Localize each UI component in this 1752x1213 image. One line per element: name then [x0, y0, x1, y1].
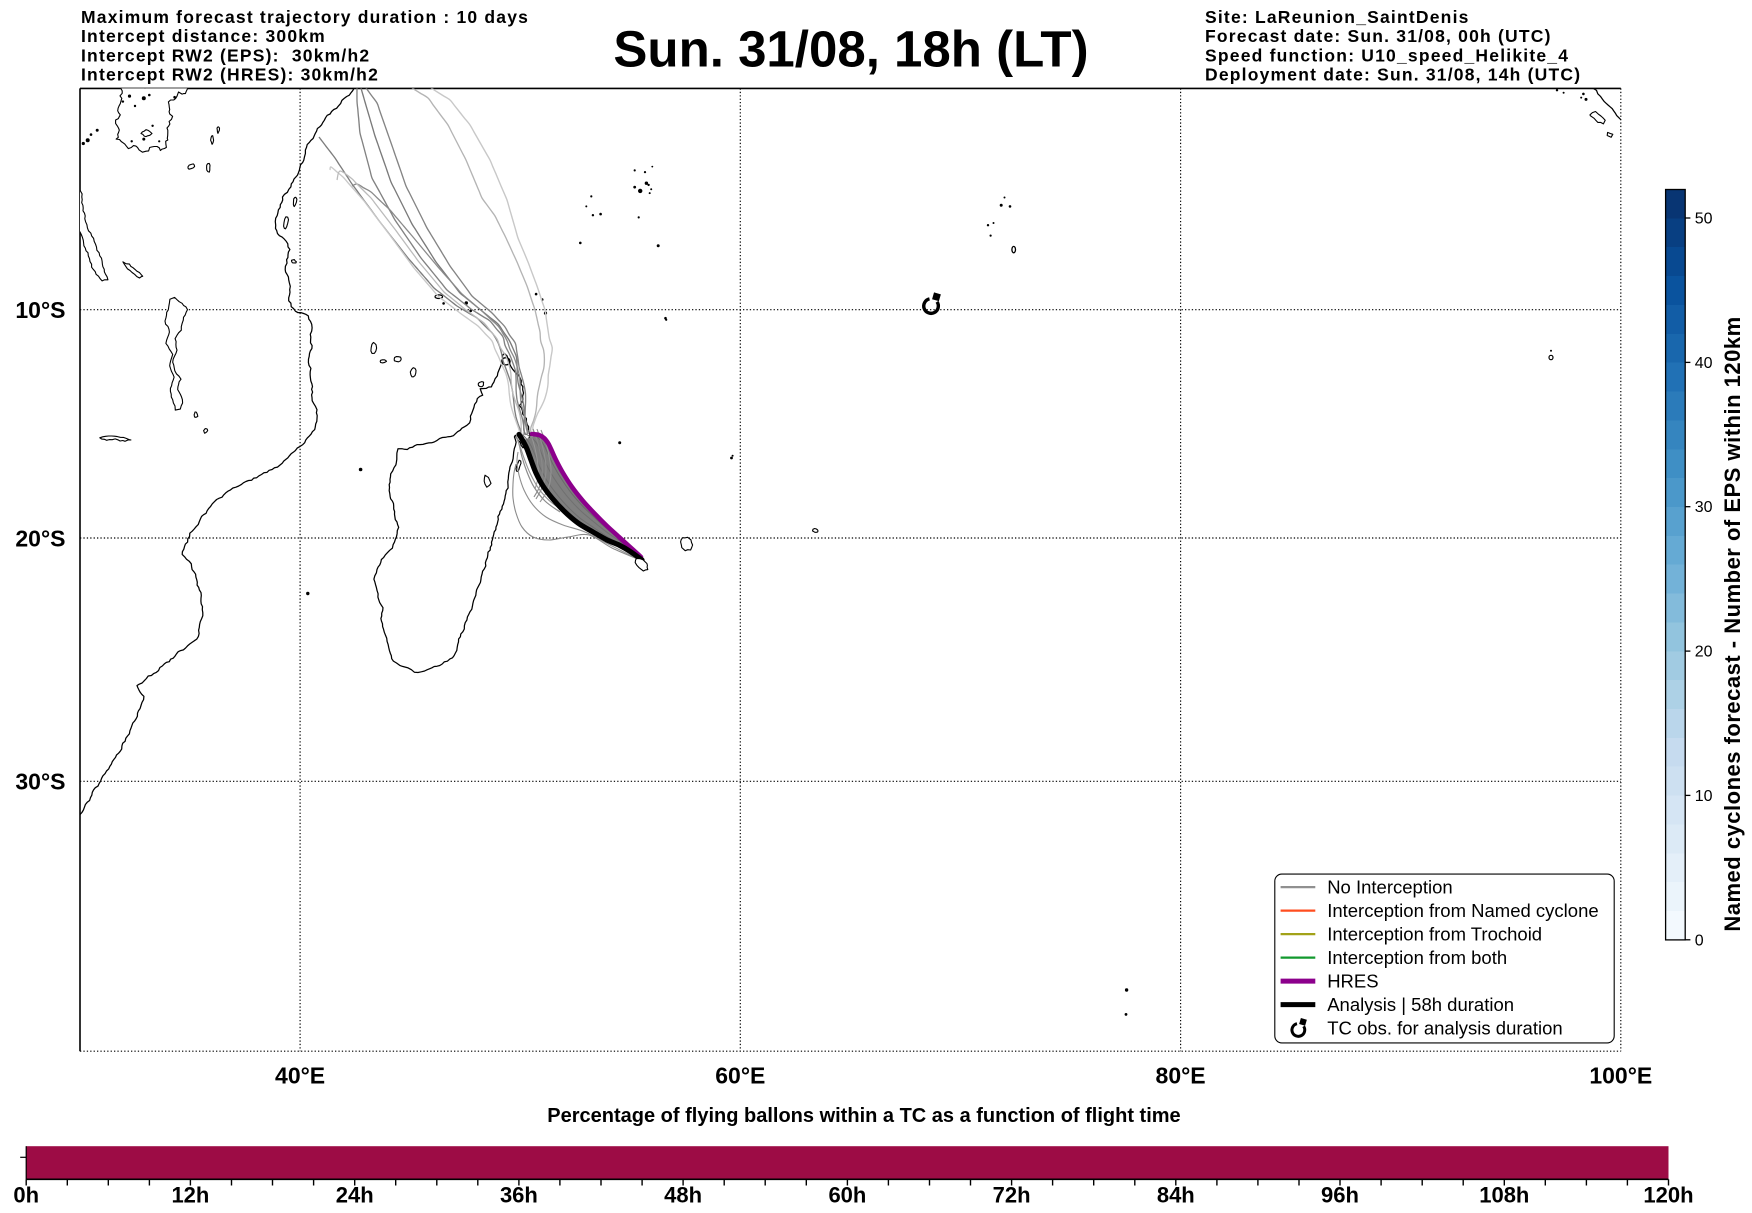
svg-text:12h: 12h: [171, 1183, 209, 1208]
svg-text:Speed function: U10_speed_Heli: Speed function: U10_speed_Helikite_4: [1205, 45, 1569, 65]
svg-text:Maximum forecast trajectory du: Maximum forecast trajectory duration : 1…: [81, 7, 529, 27]
svg-text:Percentage of flying ballons w: Percentage of flying ballons within a TC…: [547, 1105, 1180, 1127]
svg-text:80°E: 80°E: [1156, 1062, 1206, 1088]
svg-text:Sun. 31/08, 18h (LT): Sun. 31/08, 18h (LT): [613, 21, 1088, 78]
svg-text:60h: 60h: [828, 1183, 866, 1208]
svg-text:108h: 108h: [1479, 1183, 1529, 1208]
svg-text:Interception from Named cyclon: Interception from Named cyclone: [1327, 900, 1598, 921]
svg-text:No Interception: No Interception: [1327, 877, 1452, 898]
svg-text:96h: 96h: [1321, 1183, 1359, 1208]
svg-text:30: 30: [1695, 499, 1713, 516]
svg-text:40°E: 40°E: [275, 1062, 325, 1088]
svg-text:50: 50: [1695, 211, 1713, 228]
svg-text:72h: 72h: [993, 1183, 1031, 1208]
svg-text:10°S: 10°S: [15, 297, 65, 323]
svg-text:20°S: 20°S: [15, 525, 65, 551]
svg-text:40: 40: [1695, 355, 1713, 372]
svg-text:60°E: 60°E: [715, 1062, 765, 1088]
svg-text:36h: 36h: [500, 1183, 538, 1208]
svg-text:84h: 84h: [1157, 1183, 1195, 1208]
svg-text:Intercept RW2 (HRES): 30km/h2: Intercept RW2 (HRES): 30km/h2: [81, 65, 379, 85]
svg-text:0: 0: [1695, 932, 1704, 949]
svg-text:100°E: 100°E: [1589, 1062, 1652, 1088]
svg-text:0h: 0h: [13, 1183, 39, 1208]
svg-text:Named cyclones forecast - Numb: Named cyclones forecast - Number of EPS …: [1720, 316, 1745, 931]
svg-text:Deployment date: Sun. 31/08, 1: Deployment date: Sun. 31/08, 14h (UTC): [1205, 65, 1581, 85]
svg-text:24h: 24h: [336, 1183, 374, 1208]
svg-text:Forecast date: Sun. 31/08, 00h: Forecast date: Sun. 31/08, 00h (UTC): [1205, 26, 1552, 46]
svg-text:20: 20: [1695, 644, 1713, 661]
svg-text:30°S: 30°S: [15, 769, 65, 795]
svg-text:Intercept distance: 300km: Intercept distance: 300km: [81, 26, 326, 46]
svg-text:Interception from Trochoid: Interception from Trochoid: [1327, 924, 1542, 945]
svg-text:10: 10: [1695, 788, 1713, 805]
svg-text:Analysis | 58h duration: Analysis | 58h duration: [1327, 994, 1514, 1015]
svg-text:Site: LaReunion_SaintDenis: Site: LaReunion_SaintDenis: [1205, 7, 1470, 27]
svg-text:48h: 48h: [664, 1183, 702, 1208]
svg-text:120h: 120h: [1643, 1183, 1693, 1208]
svg-text:Interception from both: Interception from both: [1327, 947, 1507, 968]
svg-text:HRES: HRES: [1327, 971, 1378, 992]
svg-text:TC obs. for analysis duration: TC obs. for analysis duration: [1327, 1018, 1562, 1039]
svg-text:Intercept RW2 (EPS): 30km/h2: Intercept RW2 (EPS): 30km/h2: [81, 45, 370, 65]
